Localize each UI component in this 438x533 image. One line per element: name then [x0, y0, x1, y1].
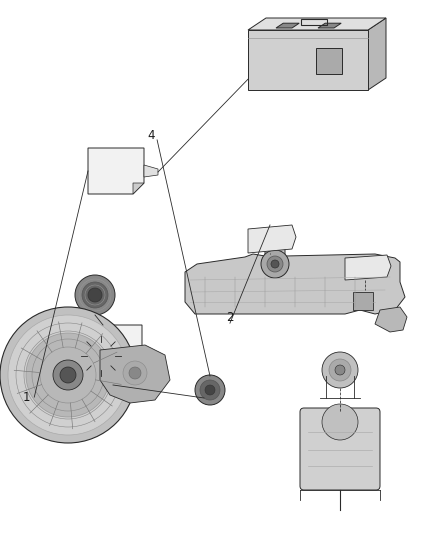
Polygon shape [248, 30, 368, 90]
Polygon shape [248, 225, 296, 253]
Circle shape [322, 352, 358, 388]
Polygon shape [318, 23, 341, 28]
Polygon shape [368, 18, 386, 90]
Text: 2: 2 [226, 311, 234, 324]
Text: 4: 4 [147, 130, 155, 142]
Circle shape [26, 333, 110, 417]
Circle shape [271, 260, 279, 268]
Polygon shape [133, 183, 144, 194]
Circle shape [329, 359, 351, 381]
Bar [316, 48, 342, 74]
Circle shape [0, 307, 136, 443]
Polygon shape [68, 325, 142, 383]
Circle shape [129, 367, 141, 379]
Polygon shape [185, 246, 405, 314]
Circle shape [205, 385, 215, 395]
Circle shape [88, 288, 102, 302]
Polygon shape [375, 307, 407, 332]
Polygon shape [144, 165, 158, 177]
Circle shape [200, 380, 220, 400]
Circle shape [195, 375, 225, 405]
Polygon shape [276, 23, 299, 28]
Circle shape [261, 250, 289, 278]
Circle shape [8, 315, 128, 435]
Polygon shape [129, 370, 142, 383]
Circle shape [123, 361, 147, 385]
Circle shape [75, 275, 115, 315]
Circle shape [322, 404, 358, 440]
FancyBboxPatch shape [300, 408, 380, 490]
Polygon shape [100, 345, 170, 403]
Text: 1: 1 [22, 391, 30, 403]
Circle shape [53, 360, 83, 390]
Circle shape [335, 365, 345, 375]
Bar [353, 292, 373, 310]
Circle shape [60, 367, 76, 383]
Polygon shape [345, 255, 391, 280]
Circle shape [267, 256, 283, 272]
Circle shape [82, 282, 108, 308]
Polygon shape [88, 148, 144, 194]
Polygon shape [248, 18, 386, 30]
